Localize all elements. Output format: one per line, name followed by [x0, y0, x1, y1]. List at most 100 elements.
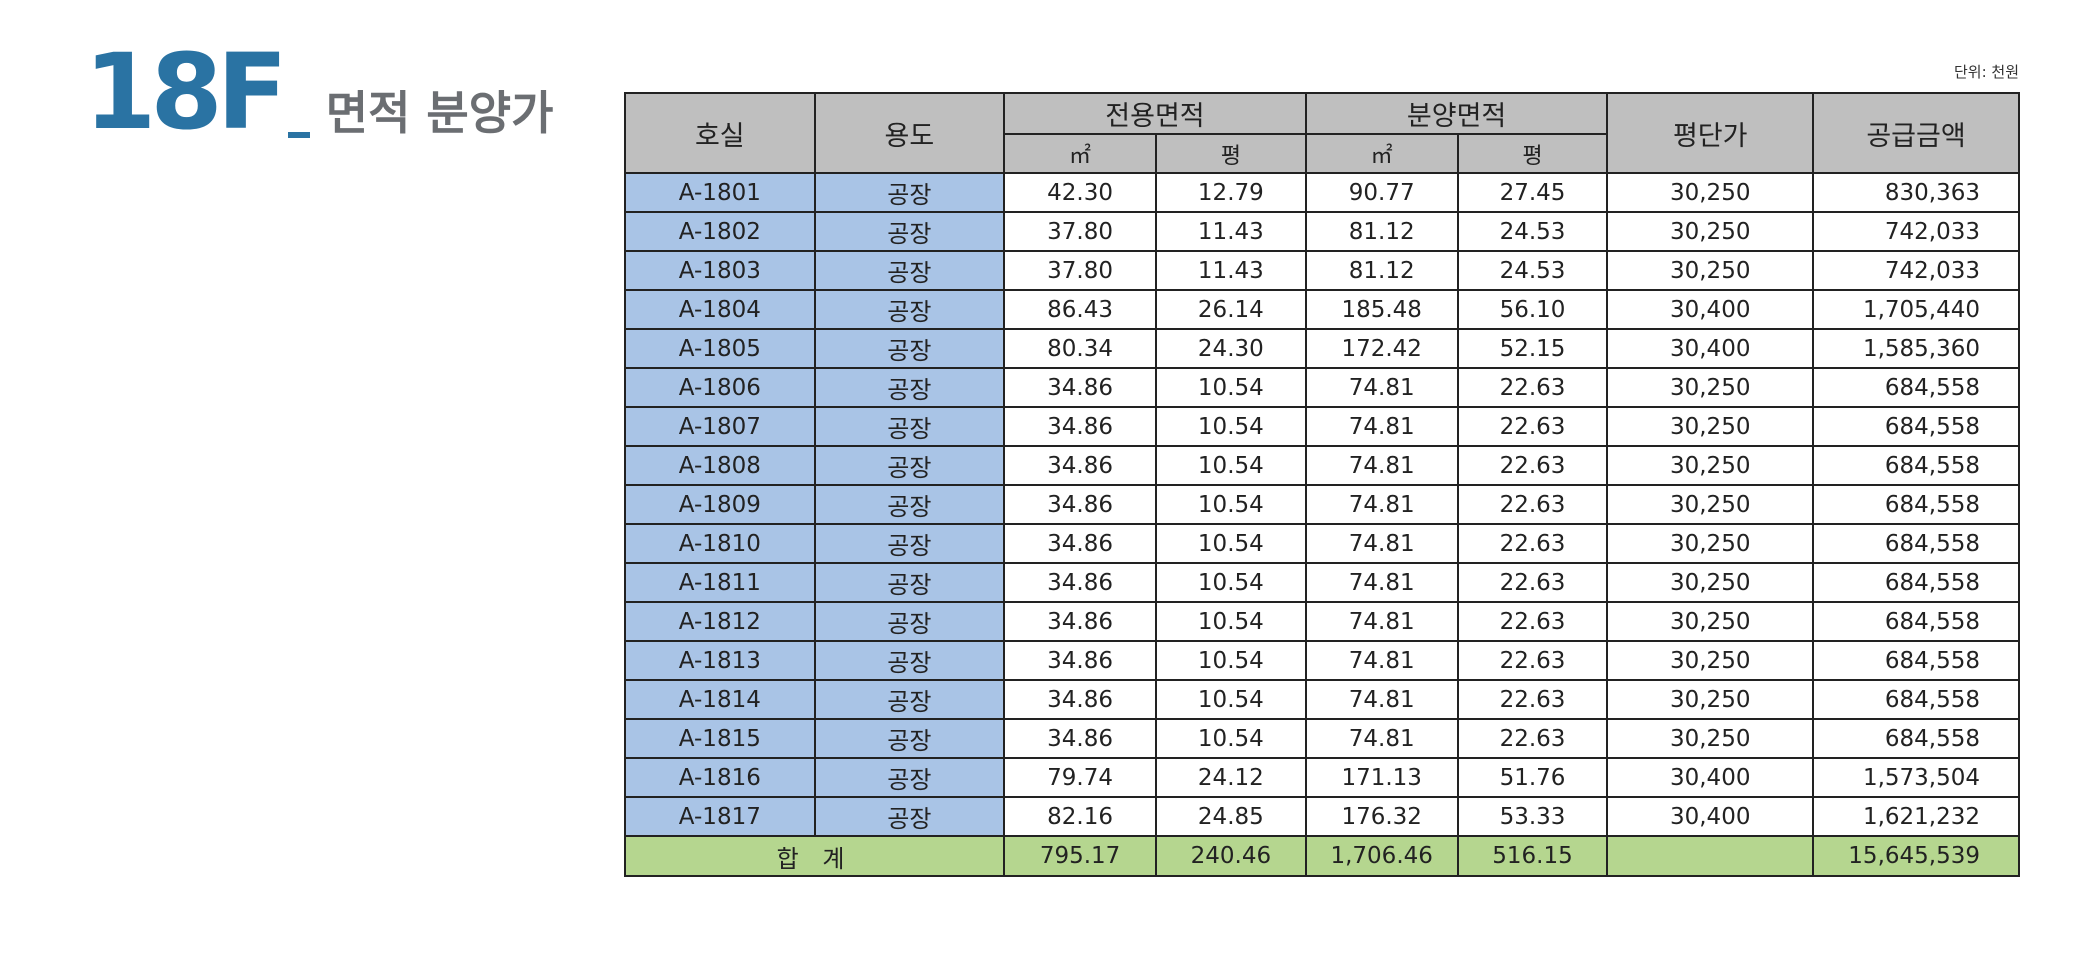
cell-use: 공장 [813, 289, 1006, 330]
cell-use: 공장 [813, 172, 1006, 213]
cell-price-per-pyeong: 30,250 [1606, 718, 1815, 759]
cell-sale-sqm: 90.77 [1304, 172, 1459, 213]
cell-supply-amount: 684,558 [1812, 445, 2020, 486]
cell-use: 공장 [813, 562, 1006, 603]
cell-sale-sqm: 74.81 [1304, 406, 1459, 447]
cell-exclusive-pyeong: 10.54 [1154, 406, 1307, 447]
cell-use: 공장 [813, 523, 1006, 564]
cell-use: 공장 [813, 367, 1006, 408]
cell-supply-amount: 684,558 [1812, 523, 2020, 564]
cell-sale-sqm: 74.81 [1304, 562, 1459, 603]
cell-price-per-pyeong: 30,250 [1606, 406, 1815, 447]
area-price-table: 호실 용도 전용면적 분양면적 평단가 공급금액 ㎡ 평 ㎡ 평 A-1801 공… [623, 92, 2020, 877]
cell-exclusive-sqm: 42.30 [1003, 172, 1157, 213]
cell-sale-sqm: 74.81 [1304, 523, 1459, 564]
cell-sale-sqm: 74.81 [1304, 679, 1459, 720]
table-body: A-1801 공장 42.30 12.79 90.77 27.45 30,250 830,36… [624, 172, 2020, 837]
cell-sale-sqm: 176.32 [1304, 796, 1459, 837]
cell-use: 공장 [813, 406, 1006, 447]
total-label: 합 계 [623, 835, 1006, 877]
cell-exclusive-pyeong: 10.54 [1154, 484, 1307, 525]
cell-exclusive-sqm: 34.86 [1003, 640, 1157, 681]
cell-exclusive-sqm: 82.16 [1003, 796, 1157, 837]
cell-supply-amount: 1,705,440 [1812, 289, 2020, 330]
cell-sale-pyeong: 56.10 [1456, 289, 1609, 330]
cell-use: 공장 [813, 718, 1006, 759]
cell-room: A-1816 [624, 757, 816, 798]
cell-room: A-1802 [624, 211, 816, 252]
cell-sale-pyeong: 24.53 [1456, 250, 1609, 291]
cell-price-per-pyeong: 30,250 [1606, 601, 1815, 642]
cell-exclusive-pyeong: 24.30 [1154, 328, 1307, 369]
table-row: A-1807 공장 34.86 10.54 74.81 22.63 30,250 684,55… [624, 406, 2020, 447]
cell-exclusive-sqm: 34.86 [1003, 718, 1157, 759]
table-row: A-1806 공장 34.86 10.54 74.81 22.63 30,250 684,55… [624, 367, 2020, 408]
header-use: 용도 [813, 92, 1006, 174]
cell-price-per-pyeong: 30,400 [1606, 757, 1815, 798]
cell-sale-pyeong: 51.76 [1456, 757, 1609, 798]
table-row: A-1804 공장 86.43 26.14 185.48 56.10 30,400 1,705… [624, 289, 2020, 330]
cell-supply-amount: 684,558 [1812, 562, 2020, 603]
cell-use: 공장 [813, 250, 1006, 291]
cell-sale-sqm: 171.13 [1304, 757, 1459, 798]
cell-room: A-1817 [624, 796, 816, 837]
cell-sale-pyeong: 52.15 [1456, 328, 1609, 369]
cell-price-per-pyeong: 30,250 [1606, 562, 1815, 603]
table-row: A-1816 공장 79.74 24.12 171.13 51.76 30,400 1,573… [624, 757, 2020, 798]
cell-use: 공장 [813, 796, 1006, 837]
cell-exclusive-sqm: 80.34 [1003, 328, 1157, 369]
cell-room: A-1811 [624, 562, 816, 603]
cell-exclusive-pyeong: 11.43 [1154, 250, 1307, 291]
table-row: A-1803 공장 37.80 11.43 81.12 24.53 30,250 742,03… [624, 250, 2020, 291]
cell-sale-pyeong: 27.45 [1456, 172, 1609, 213]
total-sale-sqm: 1,706.46 [1304, 835, 1459, 877]
cell-supply-amount: 684,558 [1812, 718, 2020, 759]
header-sale-pyeong: 평 [1456, 133, 1609, 174]
unit-note: 단위: 천원 [1953, 63, 2019, 81]
table-row: A-1809 공장 34.86 10.54 74.81 22.63 30,250 684,55… [624, 484, 2020, 525]
cell-price-per-pyeong: 30,250 [1606, 211, 1815, 252]
total-amount: 15,645,539 [1812, 835, 2020, 877]
cell-exclusive-pyeong: 10.54 [1154, 523, 1307, 564]
cell-exclusive-pyeong: 24.12 [1154, 757, 1307, 798]
cell-room: A-1804 [624, 289, 816, 330]
header-sale-area: 분양면적 [1304, 92, 1609, 135]
cell-sale-sqm: 74.81 [1304, 445, 1459, 486]
total-price [1606, 835, 1815, 877]
cell-price-per-pyeong: 30,250 [1606, 445, 1815, 486]
cell-exclusive-sqm: 79.74 [1003, 757, 1157, 798]
cell-supply-amount: 684,558 [1812, 367, 2020, 408]
cell-exclusive-sqm: 34.86 [1003, 679, 1157, 720]
floor-label: 18F [84, 31, 288, 153]
header-exclusive-sqm: ㎡ [1003, 133, 1157, 174]
cell-sale-pyeong: 22.63 [1456, 406, 1609, 447]
cell-sale-pyeong: 22.63 [1456, 601, 1609, 642]
table-row: A-1805 공장 80.34 24.30 172.42 52.15 30,400 1,585… [624, 328, 2020, 369]
cell-price-per-pyeong: 30,400 [1606, 796, 1815, 837]
cell-exclusive-sqm: 34.86 [1003, 367, 1157, 408]
cell-exclusive-pyeong: 10.54 [1154, 640, 1307, 681]
cell-price-per-pyeong: 30,400 [1606, 289, 1815, 330]
cell-exclusive-sqm: 34.86 [1003, 562, 1157, 603]
cell-exclusive-pyeong: 10.54 [1154, 562, 1307, 603]
table-row: A-1808 공장 34.86 10.54 74.81 22.63 30,250 684,55… [624, 445, 2020, 486]
total-row: 합 계 795.17 240.46 1,706.46 516.15 15,645… [623, 835, 2020, 877]
cell-exclusive-sqm: 86.43 [1003, 289, 1157, 330]
cell-room: A-1815 [624, 718, 816, 759]
cell-sale-sqm: 74.81 [1304, 484, 1459, 525]
cell-exclusive-pyeong: 10.54 [1154, 679, 1307, 720]
cell-room: A-1801 [624, 172, 816, 213]
cell-sale-sqm: 81.12 [1304, 250, 1459, 291]
cell-room: A-1807 [624, 406, 816, 447]
cell-supply-amount: 1,585,360 [1812, 328, 2020, 369]
header-price-per-pyeong: 평단가 [1606, 92, 1815, 174]
table-row: A-1814 공장 34.86 10.54 74.81 22.63 30,250 684,55… [624, 679, 2020, 720]
cell-sale-sqm: 185.48 [1304, 289, 1459, 330]
cell-supply-amount: 742,033 [1812, 250, 2020, 291]
cell-sale-sqm: 74.81 [1304, 718, 1459, 759]
header-sale-sqm: ㎡ [1304, 133, 1459, 174]
cell-sale-sqm: 74.81 [1304, 601, 1459, 642]
cell-exclusive-pyeong: 10.54 [1154, 367, 1307, 408]
cell-use: 공장 [813, 757, 1006, 798]
cell-sale-pyeong: 22.63 [1456, 367, 1609, 408]
